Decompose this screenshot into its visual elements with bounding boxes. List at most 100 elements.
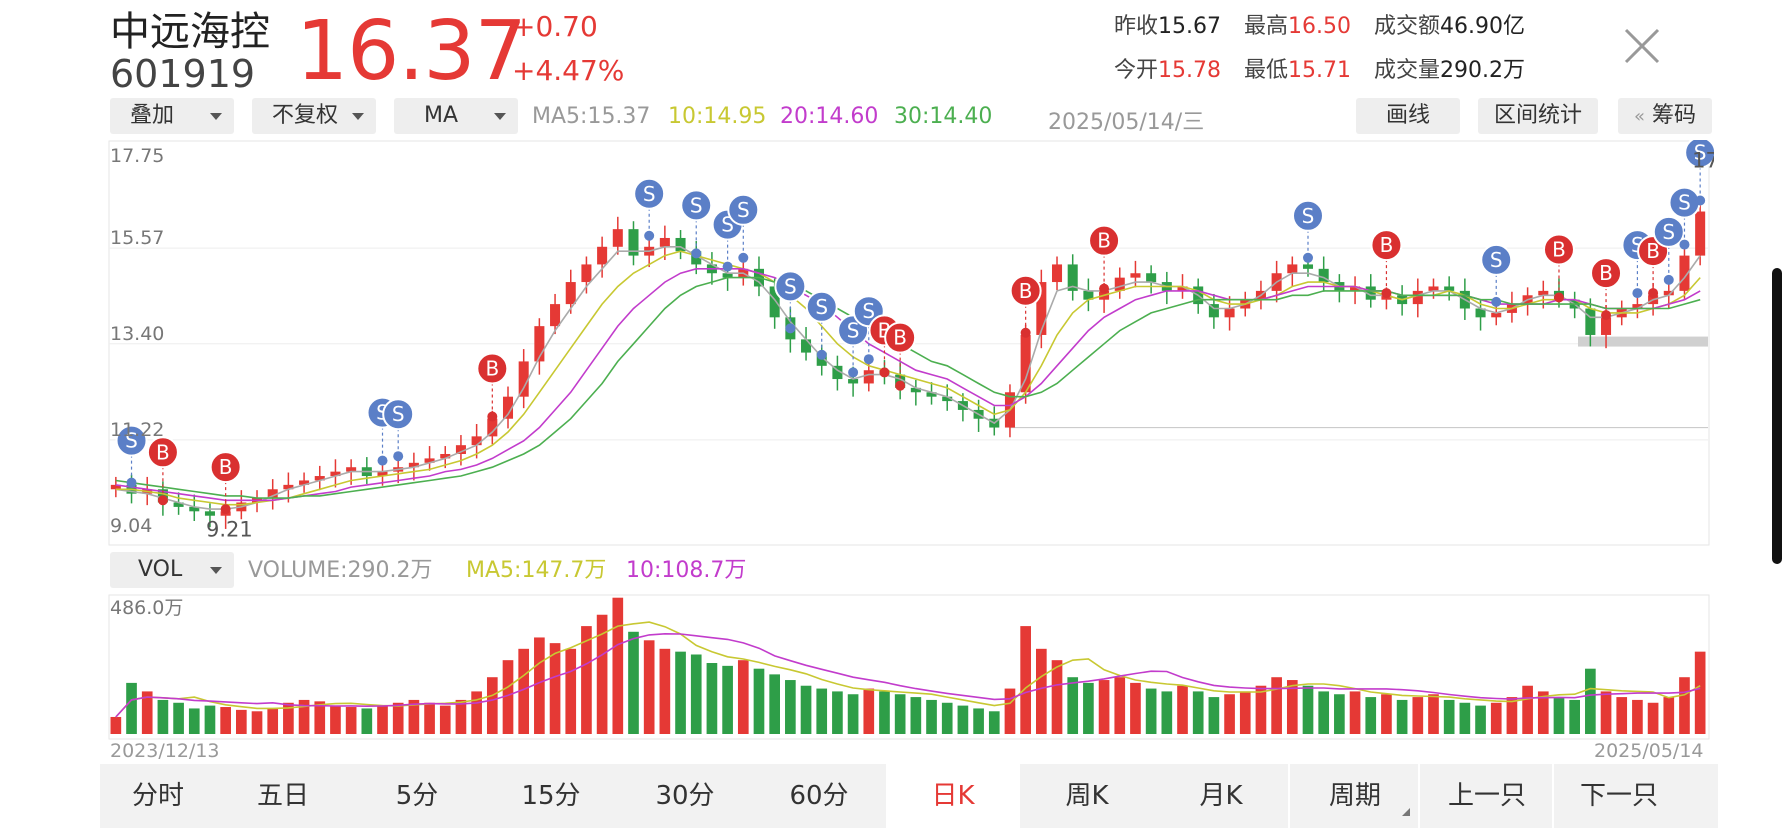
candle-body — [1302, 264, 1314, 269]
volume-bar — [439, 705, 451, 734]
volume-bar — [800, 685, 812, 734]
volume-indicator-dropdown[interactable]: VOL — [110, 552, 234, 588]
volume-bar — [957, 705, 969, 734]
volume-bar — [1490, 702, 1502, 734]
range-stats-button[interactable]: 区间统计 — [1478, 98, 1598, 134]
tab-4[interactable]: 30分 — [618, 764, 752, 828]
candle-body — [659, 237, 670, 247]
volume-bar — [455, 699, 467, 734]
low-price-label: 9.21 — [206, 518, 253, 542]
volume-max-label: 486.0万 — [110, 597, 183, 619]
volume-bar — [926, 699, 937, 734]
close-icon[interactable] — [1620, 24, 1664, 68]
sell-signal-badge — [1292, 199, 1324, 232]
volume-bar — [737, 660, 749, 734]
candle-body — [408, 462, 419, 468]
tab-3[interactable]: 15分 — [484, 764, 618, 828]
caret-down-icon — [494, 113, 506, 120]
tab-0[interactable]: 分时 — [100, 764, 216, 828]
candle-body — [1585, 308, 1596, 335]
buy-signal-badge — [1542, 233, 1575, 266]
volume-bar — [1020, 626, 1031, 734]
volume-bar — [1004, 688, 1016, 734]
signal-label: S — [1490, 248, 1503, 272]
signal-dot — [1381, 288, 1392, 299]
volume-bar — [816, 688, 828, 734]
candle-body — [1538, 290, 1549, 296]
volume-bar — [1412, 697, 1424, 734]
kline-chart[interactable]: SBBSSBSSSSSSSSBBBBSBSBBSBSSS 17.7515.571… — [108, 140, 1714, 546]
candle-body — [173, 502, 184, 507]
stat-value: 16.50 — [1288, 14, 1351, 39]
volume-bar — [126, 682, 137, 734]
volume-bar — [1083, 682, 1094, 734]
stock-code: 601919 — [110, 52, 256, 96]
chips-button[interactable]: « 筹码 — [1618, 98, 1712, 134]
tab-2[interactable]: 5分 — [350, 764, 484, 828]
stat-item: 最低15.71 — [1244, 56, 1351, 86]
candle-body — [1036, 282, 1047, 335]
overlay-dropdown[interactable]: 叠加 — [110, 98, 234, 134]
volume-bar — [502, 660, 514, 734]
candle-body — [550, 304, 561, 327]
ma5-value: MA5:15.37 — [532, 104, 651, 129]
ma-line-ma5 — [115, 246, 1701, 510]
candle-body — [487, 418, 498, 437]
candle-body — [1318, 268, 1329, 283]
signal-dot — [722, 261, 733, 272]
signal-label: B — [1599, 261, 1613, 285]
signal-label: B — [1097, 229, 1111, 253]
corner-arrow-icon — [1402, 808, 1410, 816]
volume-chart[interactable]: 486.0万 — [108, 594, 1714, 740]
volume-bar — [581, 626, 592, 734]
tab-11[interactable]: 下一只 — [1552, 764, 1684, 828]
volume-bar — [941, 702, 953, 734]
adjust-dropdown[interactable]: 不复权 — [252, 98, 376, 134]
tab-label: 15分 — [521, 781, 581, 811]
volume-bar — [1679, 677, 1690, 734]
signal-dot — [863, 354, 874, 365]
volume-bar — [534, 637, 545, 734]
buy-signal-badge — [1590, 257, 1623, 290]
candle-body — [471, 436, 482, 446]
tab-1[interactable]: 五日 — [216, 764, 350, 828]
signal-label: S — [690, 193, 703, 217]
y-tick-label: 15.57 — [110, 227, 164, 249]
tab-6[interactable]: 日K — [886, 764, 1020, 828]
volume-bar — [486, 677, 498, 734]
volume-bar — [1443, 699, 1455, 734]
candle-body — [848, 379, 859, 384]
ma-line-ma30 — [115, 276, 1701, 499]
tab-8[interactable]: 月K — [1154, 764, 1288, 828]
volume-bar — [1428, 694, 1439, 734]
candle-body — [1208, 304, 1219, 318]
candle-body — [1601, 317, 1612, 335]
volume-bar — [706, 663, 718, 734]
signal-label: S — [1302, 204, 1315, 228]
indicator-dropdown[interactable]: MA — [394, 98, 518, 134]
candle-body — [1491, 312, 1502, 318]
candle-body — [1224, 308, 1235, 318]
candle-body — [1350, 286, 1361, 291]
tab-5[interactable]: 60分 — [752, 764, 886, 828]
ma-line-ma10 — [115, 250, 1701, 506]
volume-bar — [1396, 699, 1408, 734]
signal-dot — [1632, 288, 1643, 299]
scrollbar[interactable] — [1772, 268, 1782, 564]
volume-bar — [377, 705, 388, 734]
signal-dot — [1020, 327, 1031, 338]
stat-item: 成交额46.90亿 — [1374, 12, 1525, 42]
tab-10[interactable]: 上一只 — [1418, 764, 1554, 828]
candle-body — [942, 396, 953, 402]
volume-bar — [879, 691, 890, 734]
candle-body — [424, 458, 435, 463]
tab-7[interactable]: 周K — [1020, 764, 1154, 828]
signal-dot — [126, 477, 137, 488]
volume-bar — [863, 688, 875, 734]
volume-bar — [1569, 699, 1580, 734]
draw-line-button[interactable]: 画线 — [1356, 98, 1460, 134]
volume-bar — [1381, 694, 1392, 734]
candle-body — [675, 237, 686, 252]
signal-dot — [220, 504, 231, 515]
tab-9[interactable]: 周期 — [1288, 764, 1420, 828]
